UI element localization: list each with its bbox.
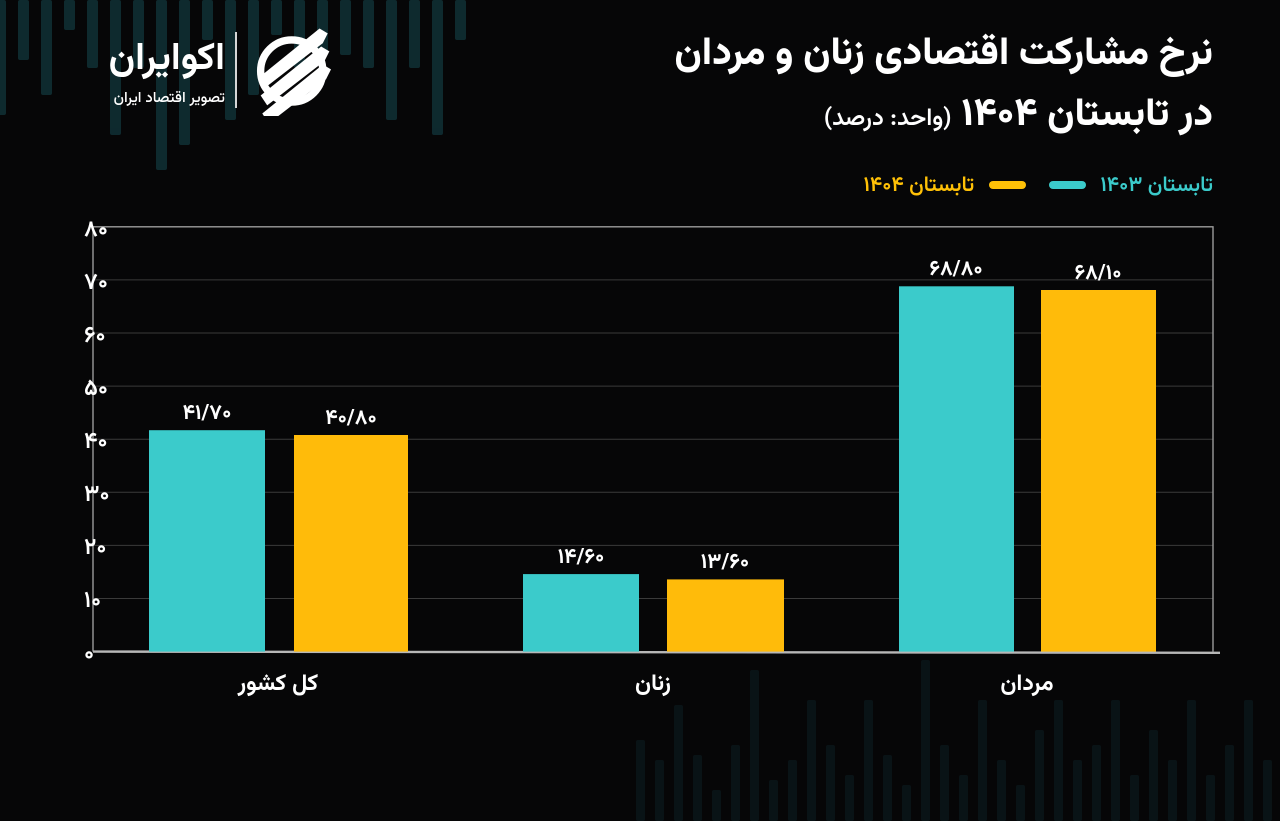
svg-text:کل کشور: کل کشور	[237, 667, 318, 703]
svg-text:۴۰: ۴۰	[84, 425, 108, 461]
svg-text:۲۰: ۲۰	[84, 531, 106, 567]
svg-text:۱۰: ۱۰	[84, 584, 101, 620]
svg-text:۸۰: ۸۰	[84, 213, 108, 249]
svg-text:۱۴/۶۰: ۱۴/۶۰	[558, 542, 605, 575]
svg-text:زنان: زنان	[635, 667, 671, 703]
svg-text:مردان: مردان	[1000, 667, 1053, 703]
svg-text:۰: ۰	[84, 637, 94, 673]
svg-text:۴۰/۸۰: ۴۰/۸۰	[325, 403, 377, 436]
svg-text:۶۸/۱۰: ۶۸/۱۰	[1075, 258, 1122, 291]
svg-text:۳۰: ۳۰	[84, 478, 110, 514]
svg-text:۷۰: ۷۰	[84, 266, 108, 302]
svg-text:۴۱/۷۰: ۴۱/۷۰	[183, 398, 232, 431]
svg-text:۵۰: ۵۰	[84, 372, 108, 408]
svg-text:۶۸/۸۰: ۶۸/۸۰	[929, 254, 982, 287]
svg-text:۱۳/۶۰: ۱۳/۶۰	[701, 547, 749, 580]
svg-text:۶۰: ۶۰	[84, 319, 106, 355]
